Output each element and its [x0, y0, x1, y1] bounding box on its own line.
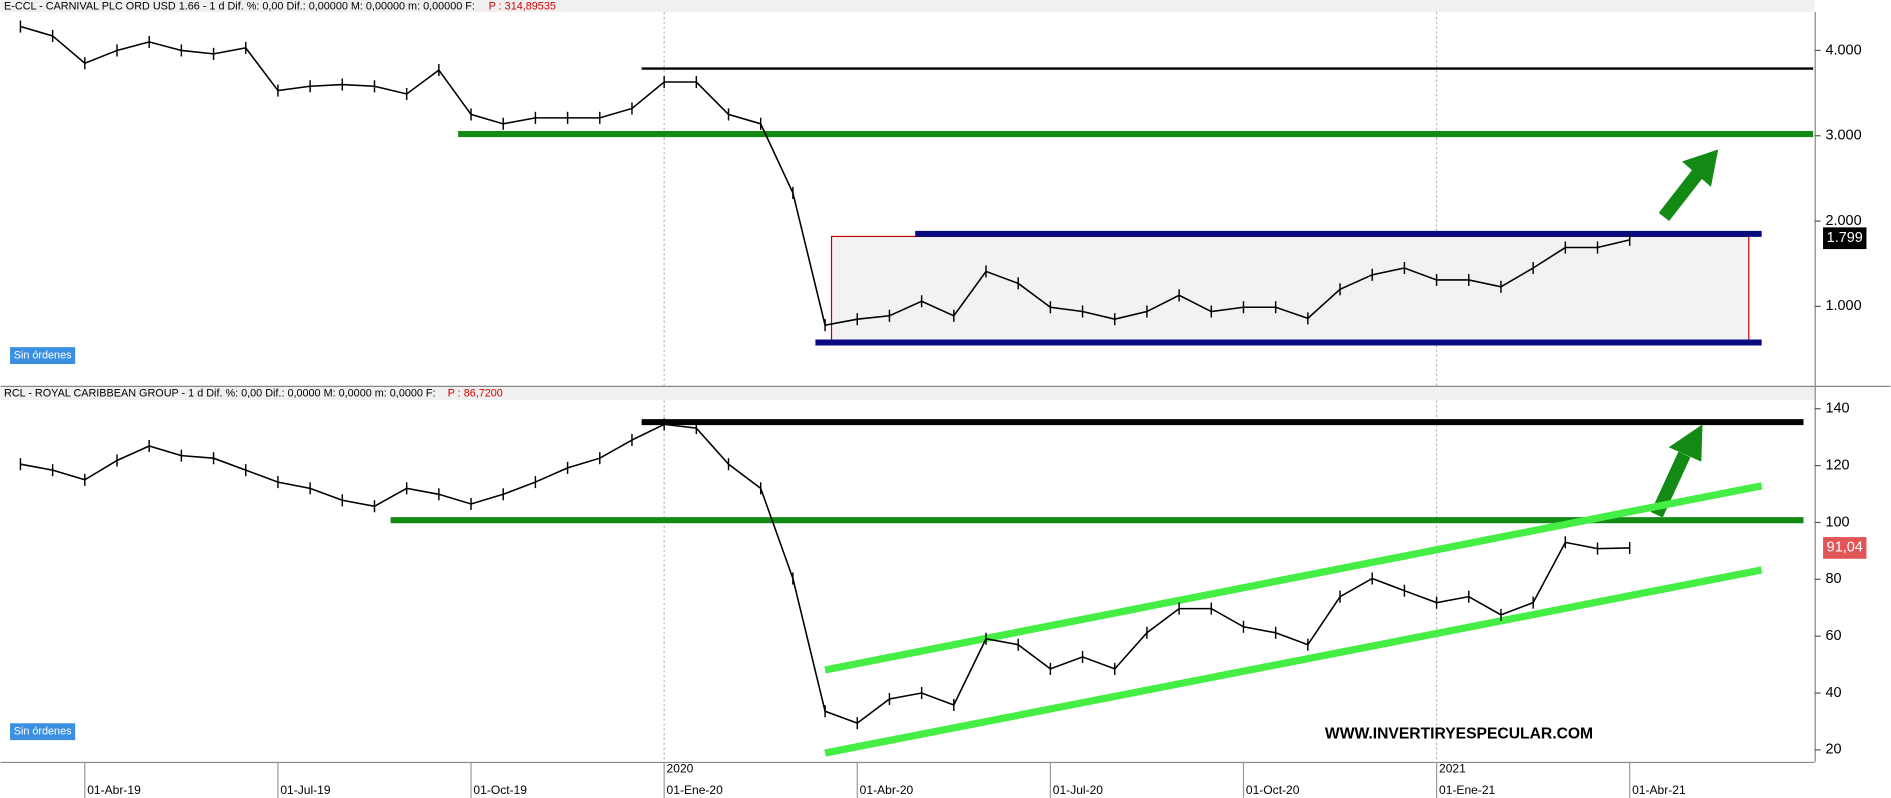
x-tick-label: 01-Jul-19	[280, 783, 331, 797]
trend-line	[824, 566, 1763, 757]
y-tick-label: 100	[1825, 514, 1849, 530]
range-box	[830, 235, 1750, 342]
price-tag-label: 1.799	[1827, 230, 1863, 246]
trend-line	[824, 482, 1763, 674]
x-tick-label: 01-Abr-21	[1632, 783, 1686, 797]
header-bar	[0, 386, 1815, 401]
y-tick-label: 1.000	[1825, 298, 1861, 314]
y-tick-label: 3.000	[1825, 128, 1861, 144]
price-tag	[1823, 227, 1867, 250]
price-tag	[1823, 537, 1867, 559]
y-tick-label: 4.000	[1825, 42, 1861, 58]
button[interactable]	[10, 347, 76, 365]
y-tick-label: 60	[1825, 628, 1841, 644]
header-bar	[0, 0, 1815, 13]
x-tick-label: 01-Abr-20	[860, 783, 914, 797]
chart-title: E-CCL - CARNIVAL PLC ORD USD 1.66 - 1 d …	[4, 0, 475, 12]
x-year-label: 2020	[667, 761, 694, 775]
chart-subtitle: P : 86,7200	[448, 387, 503, 399]
button-label: Sin órdenes	[14, 349, 72, 361]
chart-subtitle: P : 314,89535	[489, 0, 556, 12]
arrow-head	[1668, 424, 1703, 462]
arrow-head	[1682, 149, 1719, 187]
y-tick-label: 140	[1825, 401, 1849, 417]
price-tag-label: 91,04	[1827, 540, 1863, 556]
x-tick-label: 01-Jul-20	[1053, 783, 1104, 797]
x-year-label: 2021	[1439, 761, 1466, 775]
chart-title: RCL - ROYAL CARIBBEAN GROUP - 1 d Dif. %…	[4, 387, 436, 399]
y-tick-label: 2.000	[1825, 213, 1861, 229]
y-tick-label: 40	[1825, 685, 1841, 701]
arrow-shaft	[1658, 169, 1703, 222]
button[interactable]	[10, 723, 76, 741]
y-tick-label: 20	[1825, 742, 1841, 758]
button-label: Sin órdenes	[14, 726, 72, 738]
x-tick-label: 01-Ene-21	[1439, 783, 1496, 797]
x-tick-label: 01-Ene-20	[667, 783, 724, 797]
y-tick-label: 80	[1825, 571, 1841, 587]
x-tick-label: 01-Oct-20	[1246, 783, 1300, 797]
watermark: WWW.INVERTIRYESPECULAR.COM	[1325, 725, 1593, 742]
y-tick-label: 120	[1825, 457, 1849, 473]
x-tick-label: 01-Oct-19	[473, 783, 527, 797]
x-tick-label: 01-Abr-19	[87, 783, 141, 797]
